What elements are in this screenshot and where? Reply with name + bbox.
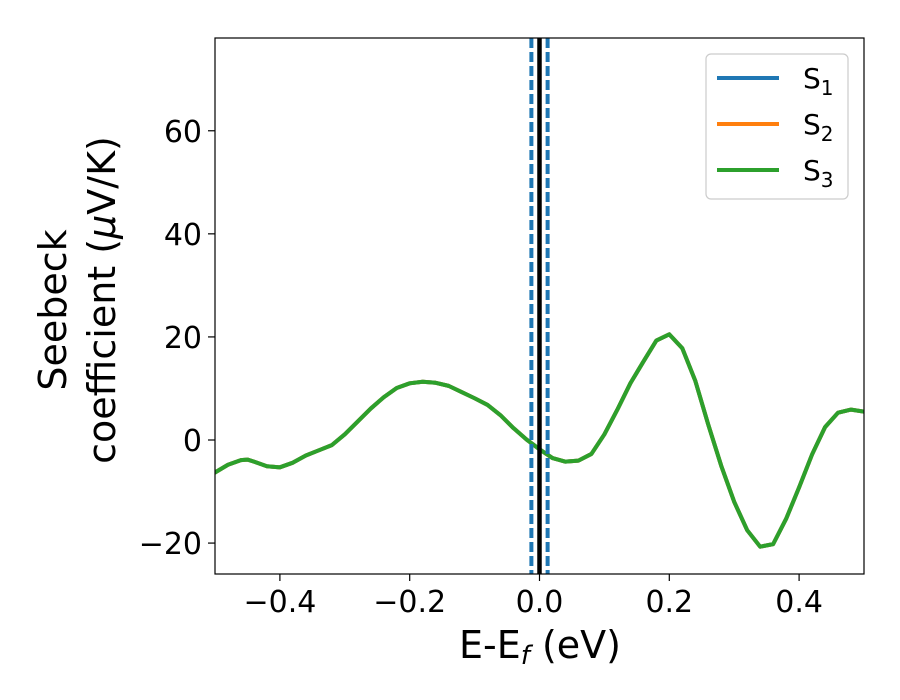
y-tick-label: 60 <box>164 115 202 150</box>
plot-area <box>215 38 864 574</box>
legend-label-3: S3 <box>803 154 834 192</box>
x-tick-label: 0.4 <box>775 585 823 620</box>
y-tick-label: 20 <box>164 321 202 356</box>
y-axis-label-line2: coefficient (μV/K) <box>80 136 124 464</box>
y-axis-label-line1: Seebeck <box>31 229 75 390</box>
legend-label-2: S2 <box>803 108 834 146</box>
y-tick-label: 0 <box>183 424 202 459</box>
x-axis-label: E-Ef (eV) <box>459 623 621 671</box>
x-tick-label: −0.4 <box>243 585 316 620</box>
y-tick-label: −20 <box>139 527 202 562</box>
x-tick-label: −0.2 <box>373 585 446 620</box>
legend-box <box>705 53 849 200</box>
x-tick-label: 0.2 <box>645 585 693 620</box>
legend: S1 S2 S3 <box>705 53 849 200</box>
y-axis-label: Seebeck coefficient (μV/K) <box>31 136 124 464</box>
x-tick-label: 0.0 <box>516 585 564 620</box>
y-tick-label: 40 <box>164 218 202 253</box>
legend-label-1: S1 <box>803 62 834 100</box>
x-axis: −0.4 −0.2 0.0 0.2 0.4 <box>243 574 823 620</box>
y-axis: −20 0 20 40 60 <box>139 115 215 562</box>
